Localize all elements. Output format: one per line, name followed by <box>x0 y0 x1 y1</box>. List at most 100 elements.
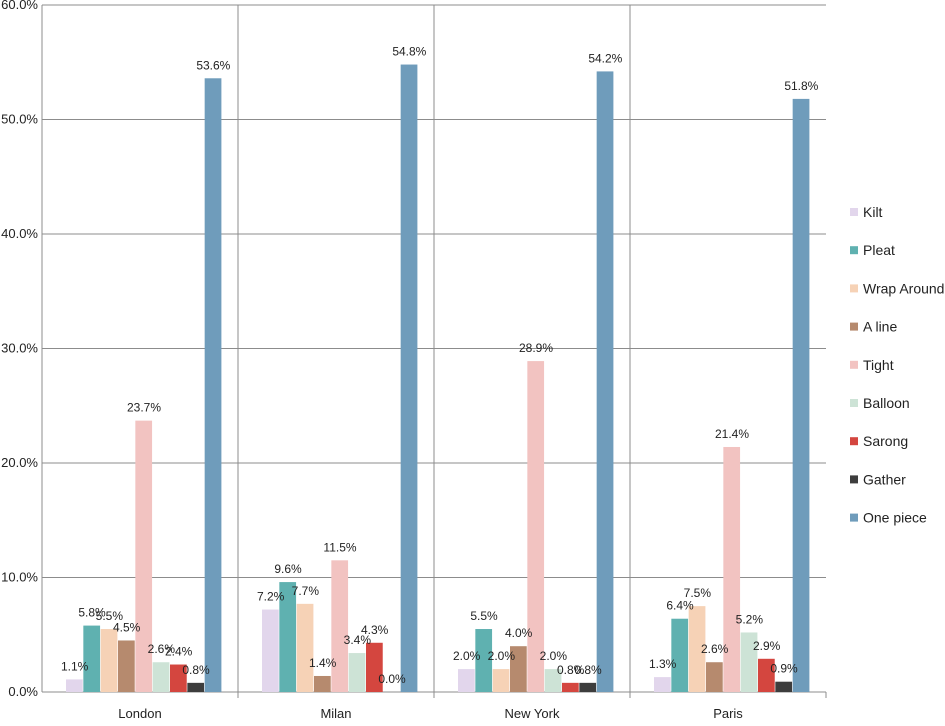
data-label: 4.0% <box>505 626 533 640</box>
bar <box>579 682 597 692</box>
data-label: 0.9% <box>770 662 798 676</box>
legend-label: Tight <box>863 357 894 373</box>
legend-swatch <box>850 513 858 522</box>
legend-label: A line <box>863 319 897 335</box>
data-label: 0.8% <box>557 663 585 677</box>
x-tick-label: London <box>118 706 161 721</box>
legend-swatch <box>850 360 858 369</box>
y-tick-label: 10.0% <box>1 570 38 585</box>
y-tick-label: 20.0% <box>1 455 38 470</box>
data-label: 2.9% <box>753 639 781 653</box>
data-label: 2.6% <box>148 642 176 656</box>
bar <box>492 669 510 692</box>
data-label: 0.0% <box>378 672 406 686</box>
data-label: 54.8% <box>392 45 426 59</box>
legend-label: One piece <box>863 510 927 526</box>
bar <box>170 664 187 692</box>
data-label: 23.7% <box>127 401 161 415</box>
data-label: 21.4% <box>715 427 749 441</box>
bar <box>348 653 366 692</box>
y-tick-label: 50.0% <box>1 112 38 127</box>
data-label: 53.6% <box>196 58 230 72</box>
data-label: 3.4% <box>344 633 372 647</box>
y-tick-label: 40.0% <box>1 226 38 241</box>
y-tick-label: 0.0% <box>8 684 38 699</box>
bar <box>314 675 331 692</box>
bar <box>296 603 314 692</box>
legend-label: Wrap Around <box>863 280 944 296</box>
legend: Kilt Pleat Wrap Around A line Tight Balloon Sa… <box>850 204 944 526</box>
data-labels: 1.1% 7.2% 2.0% 1.3% 5.8% 9.6% 5.5% 6.4% 5.5% 7.7%… <box>61 45 819 686</box>
legend-label: Pleat <box>863 242 895 258</box>
bar <box>596 71 614 692</box>
data-label: 7.2% <box>257 590 285 604</box>
data-label: 0.8% <box>182 663 210 677</box>
bar <box>688 606 706 692</box>
y-tick-label: 30.0% <box>1 341 38 356</box>
bar <box>654 677 671 692</box>
bar <box>279 582 297 692</box>
bar <box>262 609 279 692</box>
data-label: 2.6% <box>701 642 729 656</box>
data-label: 1.3% <box>649 657 677 671</box>
data-label: 2.0% <box>453 649 481 663</box>
bar <box>100 629 118 692</box>
bar <box>400 64 418 693</box>
bar <box>331 560 349 692</box>
y-tick-label: 60.0% <box>1 0 38 12</box>
data-label: 5.2% <box>736 612 764 626</box>
bar <box>527 361 545 692</box>
bar <box>135 420 153 692</box>
data-label: 28.9% <box>519 341 553 355</box>
legend-swatch <box>850 322 858 331</box>
data-label: 5.5% <box>470 609 498 623</box>
legend-swatch <box>850 437 858 446</box>
bar <box>118 640 135 692</box>
data-label: 2.0% <box>488 649 516 663</box>
bar <box>475 629 493 692</box>
data-label: 5.5% <box>96 609 124 623</box>
bar <box>187 682 205 692</box>
bar <box>758 658 775 692</box>
legend-swatch <box>850 246 858 255</box>
bar <box>204 78 222 692</box>
bar <box>66 679 83 692</box>
axes: 0.0% 10.0% 20.0% 30.0% 40.0% 50.0% 60.0% London… <box>1 0 827 721</box>
data-label: 1.4% <box>309 656 337 670</box>
bar <box>83 625 101 692</box>
data-label: 5.8% <box>78 606 106 620</box>
data-label: 9.6% <box>274 562 302 576</box>
data-label: 51.8% <box>784 79 818 93</box>
data-label: 7.7% <box>292 584 320 598</box>
bar <box>510 646 527 692</box>
bar <box>775 681 793 692</box>
bar <box>152 662 170 692</box>
legend-label: Kilt <box>863 204 883 220</box>
data-label: 6.4% <box>666 599 694 613</box>
legend-label: Gather <box>863 471 906 487</box>
legend-swatch <box>850 399 858 407</box>
legend-label: Sarong <box>863 433 908 449</box>
bar <box>366 642 383 692</box>
bar <box>740 632 758 692</box>
bar <box>792 98 810 692</box>
bar <box>458 669 475 692</box>
data-label: 2.4% <box>165 645 193 659</box>
legend-swatch <box>850 284 858 293</box>
legend-swatch <box>850 208 858 216</box>
bar <box>562 682 579 692</box>
bar <box>706 662 723 692</box>
legend-swatch <box>850 475 858 484</box>
data-label: 11.5% <box>323 540 356 554</box>
data-label: 2.0% <box>540 649 568 663</box>
data-label: 4.3% <box>361 623 389 637</box>
x-tick-label: Milan <box>320 706 351 721</box>
x-tick-label: New York <box>505 706 560 721</box>
data-label: 4.5% <box>113 620 141 634</box>
bar <box>671 618 689 692</box>
legend-label: Balloon <box>863 395 910 411</box>
x-tick-label: Paris <box>713 706 743 721</box>
data-label: 7.5% <box>684 586 712 600</box>
bar <box>723 446 741 692</box>
data-label: 0.8% <box>574 663 602 677</box>
